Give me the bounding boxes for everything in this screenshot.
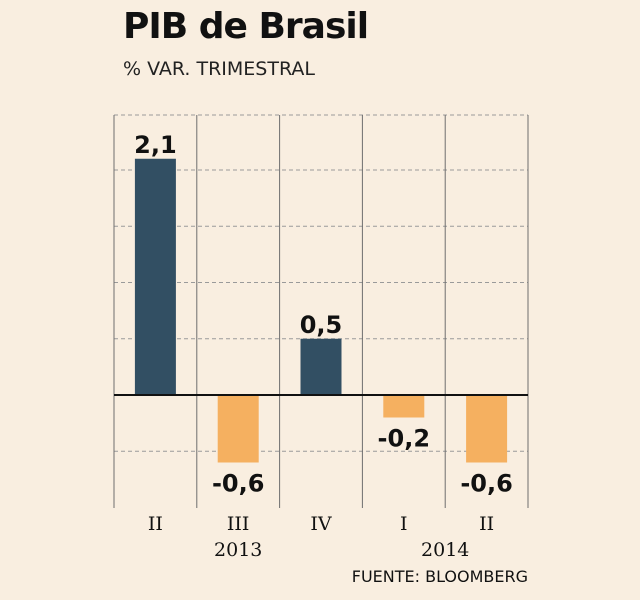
bar: [383, 395, 425, 418]
category-label: IV: [310, 513, 332, 535]
bar: [300, 338, 342, 395]
chart-subtitle: % VAR. TRIMESTRAL: [123, 58, 315, 80]
category-label: I: [400, 513, 408, 535]
year-label: 2013: [214, 539, 262, 561]
category-label: III: [227, 513, 250, 535]
data-label: 2,1: [134, 131, 177, 159]
bar: [466, 395, 508, 463]
category-label: II: [148, 513, 163, 535]
source-note: FUENTE: BLOOMBERG: [351, 567, 528, 586]
data-label: -0,6: [460, 470, 512, 498]
data-label: -0,2: [378, 425, 430, 453]
data-label: -0,6: [212, 470, 264, 498]
chart-title: PIB de Brasil: [123, 6, 369, 47]
year-label: 2014: [421, 539, 469, 561]
bar: [134, 158, 176, 395]
data-label: 0,5: [300, 311, 343, 339]
category-label: II: [479, 513, 494, 535]
bar: [217, 395, 259, 463]
